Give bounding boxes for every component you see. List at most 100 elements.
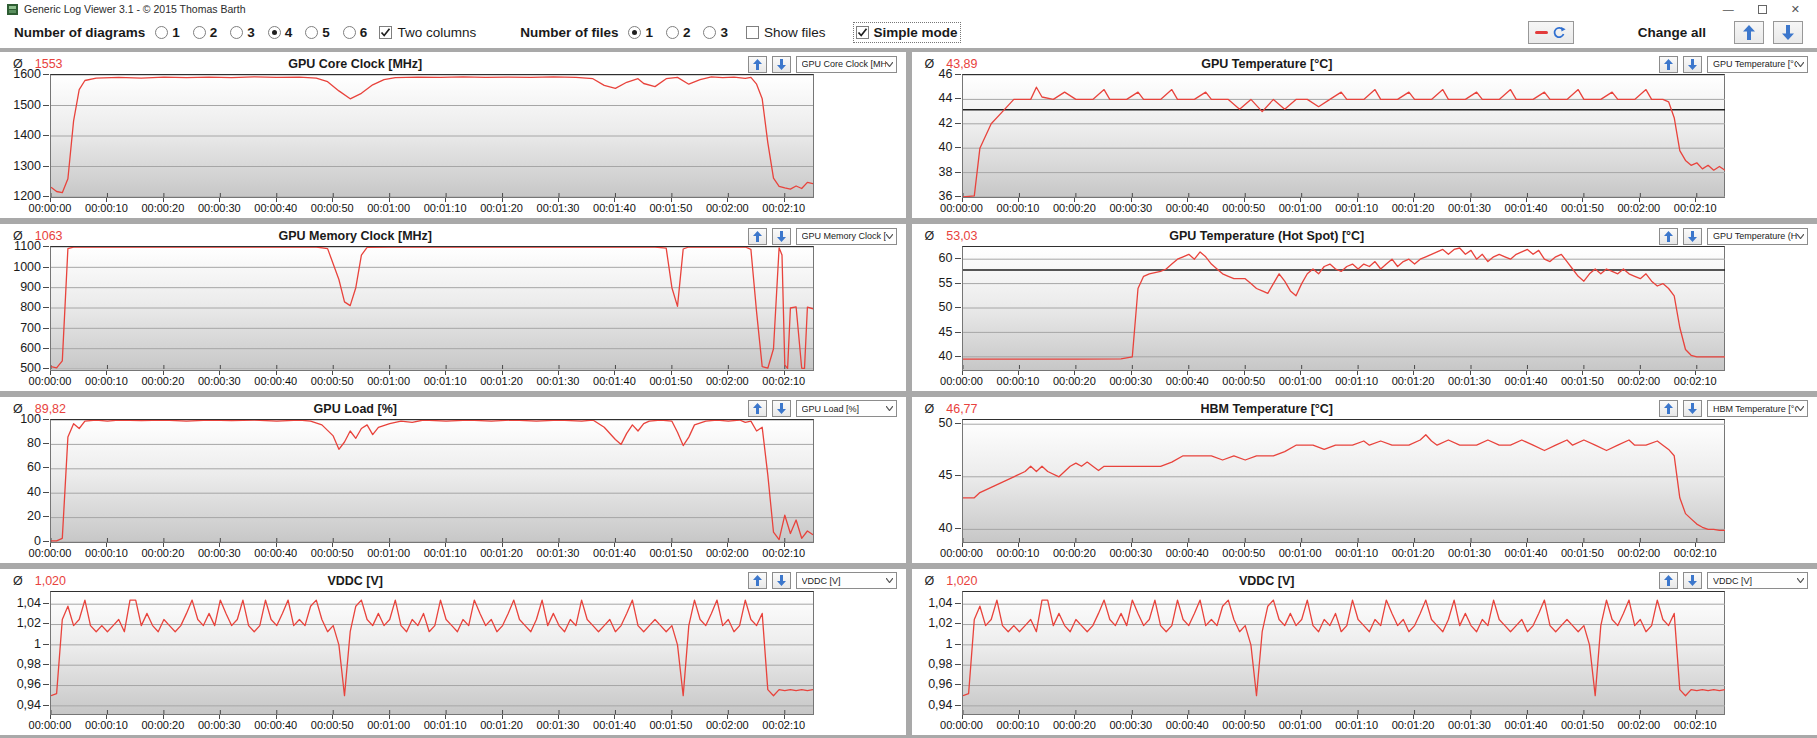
arrow-down-icon bbox=[1688, 59, 1697, 70]
radio-files-2[interactable]: 2 bbox=[666, 25, 691, 40]
radio-diagram-2[interactable]: 2 bbox=[193, 25, 218, 40]
plot-area bbox=[962, 246, 1726, 370]
radio-button bbox=[268, 26, 281, 39]
chart-panel-gpu-hotspot-temperature: Ø53,03 GPU Temperature (Hot Spot) [°C] G… bbox=[912, 224, 1817, 390]
move-down-button[interactable] bbox=[772, 572, 791, 589]
x-tick-label: 00:01:20 bbox=[1392, 375, 1435, 387]
y-tick-label: 20 bbox=[27, 509, 41, 523]
move-down-button[interactable] bbox=[1683, 56, 1702, 73]
move-up-button[interactable] bbox=[748, 228, 767, 245]
move-up-button[interactable] bbox=[748, 400, 767, 417]
maximize-button[interactable] bbox=[1758, 5, 1767, 14]
x-tick-label: 00:01:40 bbox=[1505, 719, 1548, 731]
move-down-button[interactable] bbox=[772, 56, 791, 73]
minimize-button[interactable]: — bbox=[1723, 4, 1734, 15]
x-tick-label: 00:00:20 bbox=[1053, 375, 1096, 387]
two-columns-checkbox[interactable]: Two columns bbox=[379, 25, 476, 40]
x-tick-label: 00:00:10 bbox=[997, 202, 1040, 214]
chart-panel-vddc-right: Ø1,020 VDDC [V] VDDC [V] 1,041,0210,980,… bbox=[912, 569, 1817, 735]
x-tick-label: 00:00:30 bbox=[198, 202, 241, 214]
x-tick-label: 00:00:10 bbox=[997, 375, 1040, 387]
signal-select[interactable]: HBM Temperature [°C] bbox=[1707, 400, 1808, 417]
show-files-checkbox[interactable]: Show files bbox=[746, 25, 826, 40]
x-axis: 00:00:0000:00:1000:00:2000:00:3000:00:40… bbox=[962, 716, 1726, 732]
change-all-up-button[interactable] bbox=[1734, 21, 1764, 44]
move-down-button[interactable] bbox=[772, 228, 791, 245]
move-up-button[interactable] bbox=[1659, 228, 1678, 245]
y-tick-label: 500 bbox=[20, 361, 41, 375]
radio-button bbox=[155, 26, 168, 39]
x-tick-label: 00:00:50 bbox=[1222, 719, 1265, 731]
radio-diagram-5[interactable]: 5 bbox=[305, 25, 330, 40]
y-tick-label: 0 bbox=[34, 534, 41, 548]
x-tick-label: 00:00:30 bbox=[1109, 202, 1152, 214]
diagrams-group-label: Number of diagrams bbox=[14, 25, 145, 40]
x-tick-label: 00:00:40 bbox=[1166, 375, 1209, 387]
chart-body: 6055504540 bbox=[912, 246, 1817, 370]
move-down-button[interactable] bbox=[1683, 228, 1702, 245]
arrow-down-icon bbox=[777, 59, 786, 70]
chevron-down-icon bbox=[1797, 406, 1804, 411]
x-tick-label: 00:02:10 bbox=[762, 202, 805, 214]
series-line bbox=[963, 248, 1725, 359]
x-tick-label: 00:00:50 bbox=[1222, 202, 1265, 214]
x-tick-label: 00:01:40 bbox=[593, 375, 636, 387]
radio-label: 1 bbox=[172, 25, 180, 40]
app-window: Generic Log Viewer 3.1 - © 2015 Thomas B… bbox=[0, 0, 1817, 738]
radio-diagram-3[interactable]: 3 bbox=[230, 25, 255, 40]
x-tick-label: 00:01:20 bbox=[480, 547, 523, 559]
radio-button bbox=[628, 26, 641, 39]
move-down-button[interactable] bbox=[1683, 572, 1702, 589]
simple-mode-checkbox[interactable]: Simple mode bbox=[856, 25, 958, 40]
chart-title: GPU Temperature [°C] bbox=[972, 57, 1563, 71]
signal-select[interactable]: VDDC [V] bbox=[796, 572, 897, 589]
radio-diagram-6[interactable]: 6 bbox=[343, 25, 368, 40]
y-tick-label: 600 bbox=[20, 341, 41, 355]
signal-select[interactable]: GPU Temperature (Hot Spot) [°C] bbox=[1707, 228, 1808, 245]
arrow-down-icon bbox=[777, 231, 786, 242]
move-up-button[interactable] bbox=[748, 56, 767, 73]
plot-area bbox=[962, 74, 1726, 198]
move-down-button[interactable] bbox=[1683, 400, 1702, 417]
x-tick-label: 00:02:10 bbox=[762, 375, 805, 387]
signal-select[interactable]: GPU Core Clock [MHz] bbox=[796, 56, 897, 73]
x-tick-label: 00:01:20 bbox=[480, 202, 523, 214]
chevron-down-icon bbox=[886, 234, 893, 239]
checkbox-box bbox=[379, 26, 392, 39]
change-all-down-button[interactable] bbox=[1773, 21, 1803, 44]
avg-indicator: Ø46,77 bbox=[925, 402, 978, 416]
signal-select[interactable]: GPU Memory Clock [MHz] bbox=[796, 228, 897, 245]
radio-label: 6 bbox=[360, 25, 368, 40]
x-tick-label: 00:00:00 bbox=[29, 547, 72, 559]
radio-button bbox=[193, 26, 206, 39]
y-tick-label: 44 bbox=[939, 91, 953, 105]
signal-select[interactable]: GPU Temperature [°C] bbox=[1707, 56, 1808, 73]
move-up-button[interactable] bbox=[1659, 572, 1678, 589]
radio-diagram-4[interactable]: 4 bbox=[268, 25, 293, 40]
move-down-button[interactable] bbox=[772, 400, 791, 417]
move-up-button[interactable] bbox=[1659, 400, 1678, 417]
move-up-button[interactable] bbox=[1659, 56, 1678, 73]
radio-files-3[interactable]: 3 bbox=[703, 25, 728, 40]
y-tick-label: 1400 bbox=[13, 128, 41, 142]
x-tick-label: 00:00:20 bbox=[1053, 719, 1096, 731]
y-tick-label: 80 bbox=[27, 436, 41, 450]
x-tick-label: 00:01:00 bbox=[1279, 719, 1322, 731]
x-tick-label: 00:01:10 bbox=[424, 375, 467, 387]
y-tick-label: 1 bbox=[34, 637, 41, 651]
x-tick-label: 00:01:50 bbox=[649, 547, 692, 559]
checkbox-label: Show files bbox=[764, 25, 826, 40]
radio-files-1[interactable]: 1 bbox=[628, 25, 653, 40]
signal-select[interactable]: VDDC [V] bbox=[1707, 572, 1808, 589]
signal-select[interactable]: GPU Load [%] bbox=[796, 400, 897, 417]
y-tick-label: 0,98 bbox=[928, 657, 952, 671]
y-tick-label: 60 bbox=[27, 460, 41, 474]
close-button[interactable]: ✕ bbox=[1791, 4, 1800, 15]
x-tick-label: 00:00:50 bbox=[1222, 547, 1265, 559]
x-axis: 00:00:0000:00:1000:00:2000:00:3000:00:40… bbox=[50, 544, 814, 560]
arrow-down-icon bbox=[1782, 25, 1794, 40]
move-up-button[interactable] bbox=[748, 572, 767, 589]
reset-refresh-button[interactable] bbox=[1528, 21, 1574, 44]
checkbox-label: Two columns bbox=[397, 25, 476, 40]
radio-diagram-1[interactable]: 1 bbox=[155, 25, 180, 40]
